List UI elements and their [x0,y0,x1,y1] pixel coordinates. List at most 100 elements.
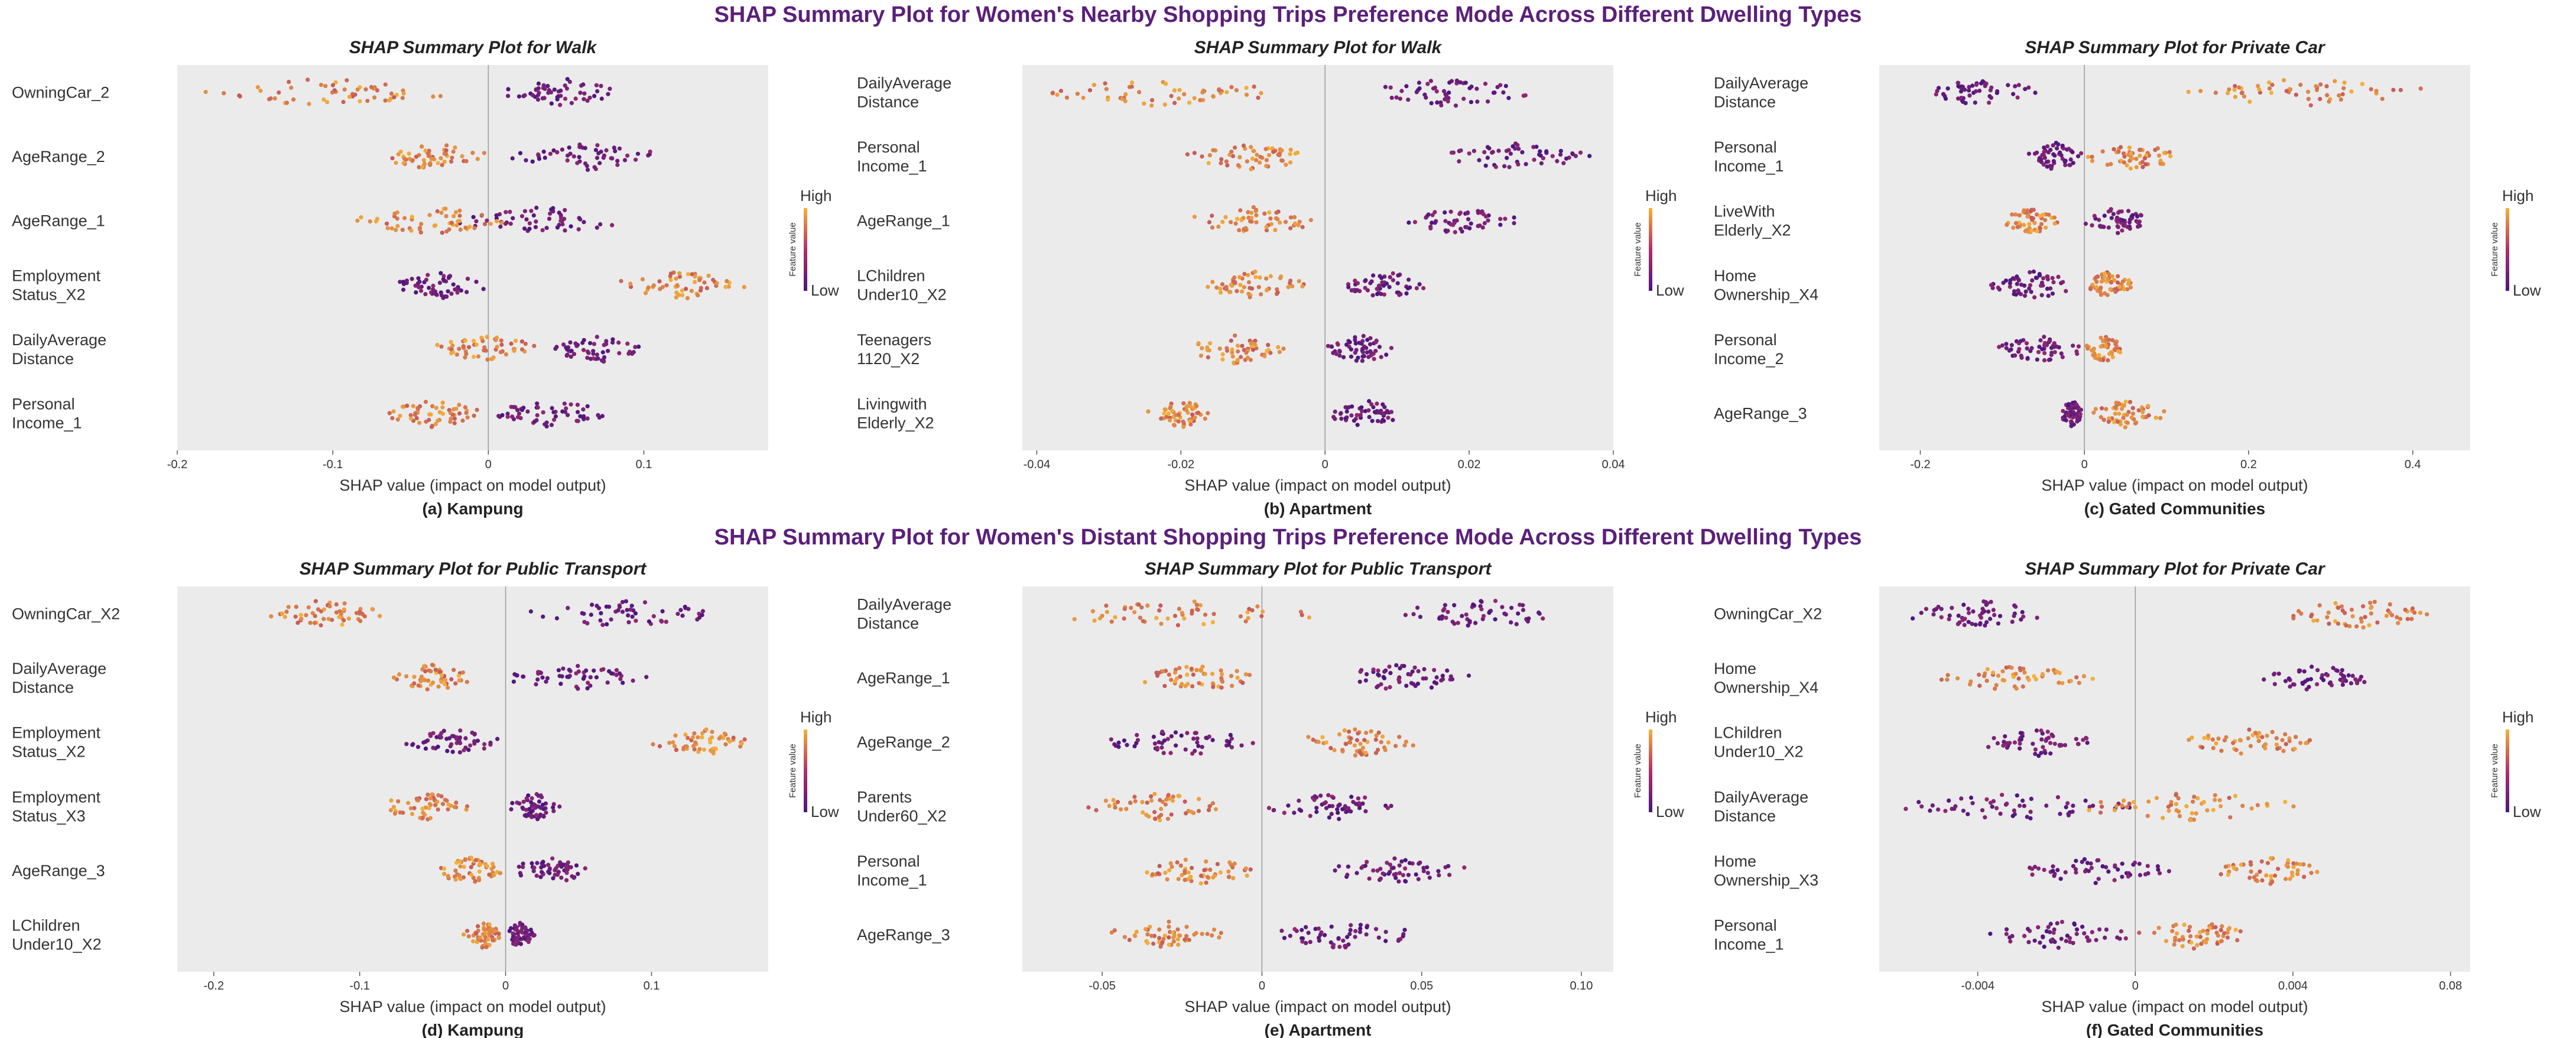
shap-point [1339,416,1344,421]
shap-point [2070,150,2075,155]
shap-point [2109,280,2114,285]
shap-point [1989,599,1993,604]
shap-point [686,272,690,277]
shap-point [524,158,528,163]
shap-point [606,349,610,353]
shap-point [1388,862,1392,867]
shap-point [1326,343,1330,348]
shap-point [1219,161,1223,166]
shap-point [2018,741,2022,746]
shap-point [727,739,732,744]
shap-point [2249,862,2253,867]
shap-point [321,97,326,102]
shap-point [1396,273,1401,278]
shap-point [1467,86,1472,90]
shap-point [1367,342,1373,347]
shap-point [442,871,447,876]
x-tick-label: 0.2 [2240,458,2257,471]
shap-point [2302,669,2307,674]
shap-point [362,614,367,619]
shap-point [2121,416,2126,420]
shap-point [1244,86,1249,90]
shap-point [1314,795,1319,800]
shap-point [544,226,549,231]
shap-point [548,211,553,216]
shap-point [1146,814,1151,819]
shap-point [553,872,557,877]
shap-point [1555,159,1560,164]
shap-point [1448,209,1453,214]
shap-point [536,81,541,86]
shap-point [1984,797,1989,802]
shap-point [347,95,352,99]
shap-point [1360,409,1365,414]
shap-point [1331,414,1336,420]
shap-point [412,681,417,686]
shap-point [524,217,529,222]
shap-point [1271,808,1276,813]
shap-point [414,290,418,295]
shap-point [370,607,375,612]
shap-point [1281,346,1286,351]
shap-point [2028,270,2032,275]
shap-point [2005,802,2009,806]
shap-point [1263,147,1268,151]
feature-dots [1086,792,1393,823]
shap-point [477,878,482,883]
shap-point [635,151,641,156]
shap-point [2143,872,2148,877]
shap-point [2346,673,2351,678]
shap-point [599,83,603,88]
shap-point [1388,870,1392,874]
shap-point [2283,732,2288,737]
shap-point [651,283,656,288]
shap-point [583,161,588,166]
shap-point [2350,614,2355,619]
x-axis-label: SHAP value (impact on model output) [339,476,606,494]
shap-point [693,274,697,279]
shap-point [452,421,457,426]
shap-point [593,148,599,153]
colorbar-high-label: High [1645,708,1677,726]
shap-point [1446,864,1451,868]
shap-point [516,935,521,939]
shap-point [2074,737,2078,741]
shap-point [469,872,474,877]
shap-point [1203,416,1207,421]
shap-point [1510,144,1515,149]
shap-point [551,148,556,153]
shap-point [576,410,580,414]
shap-point [1947,617,1951,622]
shap-point [517,411,522,416]
shap-point [2314,84,2318,89]
shap-point [2016,288,2020,293]
shap-point [1369,729,1373,734]
shap-point [2213,90,2218,95]
shap-point [1176,413,1181,417]
x-tick-label: -0.04 [1024,458,1051,471]
shap-point [1467,619,1472,624]
shap-point [505,414,510,419]
shap-point [2009,347,2013,352]
feature-dots [1109,919,1407,950]
shap-point [559,864,564,869]
shap-point [1347,932,1352,936]
shap-point [2109,162,2113,167]
shap-point [1193,415,1197,420]
shap-point [562,216,567,221]
figure-title-top: SHAP Summary Plot for Women's Nearby Sho… [714,2,1862,27]
shap-point [524,813,529,819]
feature-dots [1145,856,1467,885]
shap-point [602,355,607,360]
shap-point [1960,99,1966,104]
shap-point [420,678,424,683]
shap-point [454,741,459,745]
shap-point [2136,408,2141,413]
shap-point [477,869,482,874]
shap-point [2099,415,2103,420]
shap-point [2005,745,2009,750]
shap-point [1424,215,1428,220]
shap-point [2068,157,2073,162]
shap-point [1980,808,1985,813]
shap-point [558,860,563,865]
